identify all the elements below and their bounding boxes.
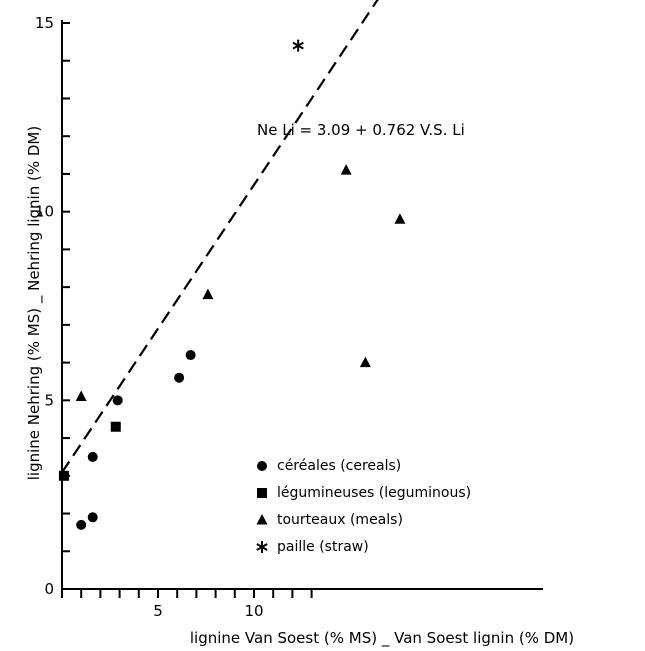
legend: céréales (cereals) légumineuses (legumino…	[256, 458, 471, 555]
x-tick-label: 10	[244, 602, 263, 620]
legend-marker-asterisk	[256, 541, 268, 553]
x-axis-label: lignine Van Soest (% MS) _ Van Soest lig…	[190, 629, 574, 648]
y-tick-label: 10	[35, 203, 54, 221]
triangle-point	[75, 390, 87, 402]
square-point	[58, 470, 69, 481]
square-point	[110, 421, 121, 432]
triangle-point	[202, 288, 214, 300]
legend-marker-square	[257, 488, 267, 498]
y-tick-label: 0	[44, 580, 54, 598]
regression-equation: Ne Li = 3.09 + 0.762 V.S. Li	[257, 121, 465, 139]
legend-marker-triangle	[256, 514, 268, 525]
data-points	[58, 39, 406, 530]
asterisk-point	[292, 39, 304, 52]
regression-dashed-line	[61, 0, 379, 474]
y-tick-label: 15	[35, 14, 54, 32]
legend-label: céréales (cereals)	[277, 458, 401, 474]
tick-labels: 5 10 0 5 10 15	[35, 14, 264, 620]
legend-label: légumineuses (leguminous)	[277, 485, 471, 501]
triangle-point	[340, 164, 352, 175]
ticks	[61, 22, 313, 598]
circle-point	[174, 372, 185, 383]
regression-line	[61, 0, 379, 474]
axes	[61, 20, 543, 590]
legend-marker-circle	[257, 461, 267, 471]
circle-point	[87, 451, 98, 462]
circle-point	[76, 519, 87, 530]
x-tick-label: 5	[153, 602, 163, 620]
triangle-point	[359, 356, 371, 368]
y-axis-label: lignine Nehring (% MS) _ Nehring lignin …	[25, 126, 44, 480]
circle-point	[87, 512, 98, 523]
circle-point	[112, 395, 123, 406]
legend-label: tourteaux (meals)	[277, 512, 403, 528]
y-tick-label: 5	[44, 391, 54, 409]
legend-label: paille (straw)	[277, 539, 369, 555]
triangle-point	[394, 213, 406, 224]
circle-point	[185, 350, 196, 361]
